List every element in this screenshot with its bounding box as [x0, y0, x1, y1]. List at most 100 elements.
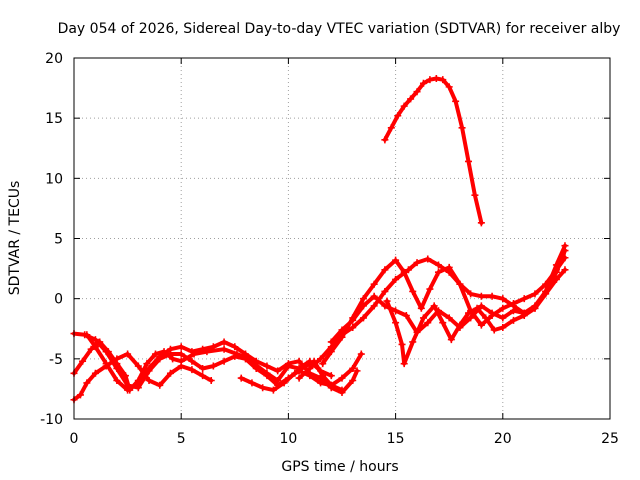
data-point [561, 247, 569, 255]
data-point [477, 219, 485, 227]
data-point [248, 379, 256, 387]
data-point [306, 364, 314, 372]
data-point [542, 287, 550, 295]
data-point [166, 369, 174, 377]
data-point [252, 357, 260, 365]
data-point [237, 374, 245, 382]
data-point [419, 314, 427, 322]
data-point [419, 79, 427, 87]
data-point [458, 124, 466, 132]
data-point [467, 314, 475, 322]
data-point [434, 268, 442, 276]
data-point [83, 331, 91, 339]
data-point [409, 287, 417, 295]
data-point [432, 74, 440, 82]
data-point [302, 362, 310, 370]
data-point [359, 295, 367, 303]
series-track-4 [83, 331, 361, 397]
data-point [381, 136, 389, 144]
data-point [477, 321, 485, 329]
data-point [404, 266, 412, 274]
data-point [76, 391, 84, 399]
data-point [426, 76, 434, 84]
data-point [499, 314, 507, 322]
x-axis-label: GPS time / hours [281, 459, 398, 475]
data-point [359, 302, 367, 310]
data-point [353, 367, 361, 375]
data-point [456, 280, 464, 288]
data-point [156, 381, 164, 389]
data-point [561, 266, 569, 274]
data-point [259, 384, 267, 392]
data-point [169, 355, 177, 363]
data-point [199, 372, 207, 380]
data-point [471, 191, 479, 199]
x-tick-label: 10 [279, 431, 297, 447]
data-point [156, 352, 164, 360]
data-point [407, 95, 415, 103]
data-point [134, 362, 142, 370]
data-point [383, 297, 391, 305]
data-point [319, 360, 327, 368]
data-point [392, 256, 400, 264]
x-tick-label: 15 [387, 431, 405, 447]
data-point [490, 326, 498, 334]
data-point [145, 364, 153, 372]
data-point [447, 336, 455, 344]
data-point [464, 157, 472, 165]
data-point [327, 381, 335, 389]
data-point [102, 360, 110, 368]
data-point [488, 292, 496, 300]
data-point [91, 336, 99, 344]
data-point [499, 324, 507, 332]
data-point [531, 290, 539, 298]
data-point [317, 355, 325, 363]
data-point [295, 374, 303, 382]
data-point [434, 261, 442, 269]
data-point [199, 345, 207, 353]
data-point [381, 287, 389, 295]
y-tick-label: 0 [54, 292, 63, 308]
data-point [79, 357, 87, 365]
data-point [398, 340, 406, 348]
data-point [269, 386, 277, 394]
data-point [413, 88, 421, 96]
y-tick-label: -10 [40, 412, 63, 428]
data-point [499, 304, 507, 312]
axis-ticks [73, 57, 611, 420]
y-tick-label: 20 [45, 51, 63, 67]
data-point [338, 386, 346, 394]
y-tick-label: 15 [45, 111, 63, 127]
data-point [370, 292, 378, 300]
data-point [426, 285, 434, 293]
data-point [510, 307, 518, 315]
data-point [274, 367, 282, 375]
data-point [242, 350, 250, 358]
data-point [145, 376, 153, 384]
data-point [143, 360, 151, 368]
data-point [83, 379, 91, 387]
y-tick-label: 10 [45, 171, 63, 187]
data-point [177, 343, 185, 351]
data-point [392, 307, 400, 315]
data-point [349, 324, 357, 332]
data-point [445, 263, 453, 271]
data-point [400, 360, 408, 368]
data-point [392, 319, 400, 327]
series-line [382, 76, 484, 225]
data-point [349, 316, 357, 324]
data-point [477, 292, 485, 300]
data-point [166, 345, 174, 353]
data-point [263, 372, 271, 380]
data-point [113, 376, 121, 384]
data-point [381, 266, 389, 274]
data-point [482, 314, 490, 322]
data-point [531, 304, 539, 312]
data-point [552, 268, 560, 276]
data-point [124, 386, 132, 394]
data-point [400, 268, 408, 276]
data-point [327, 338, 335, 346]
data-point [445, 314, 453, 322]
data-point [207, 376, 215, 384]
